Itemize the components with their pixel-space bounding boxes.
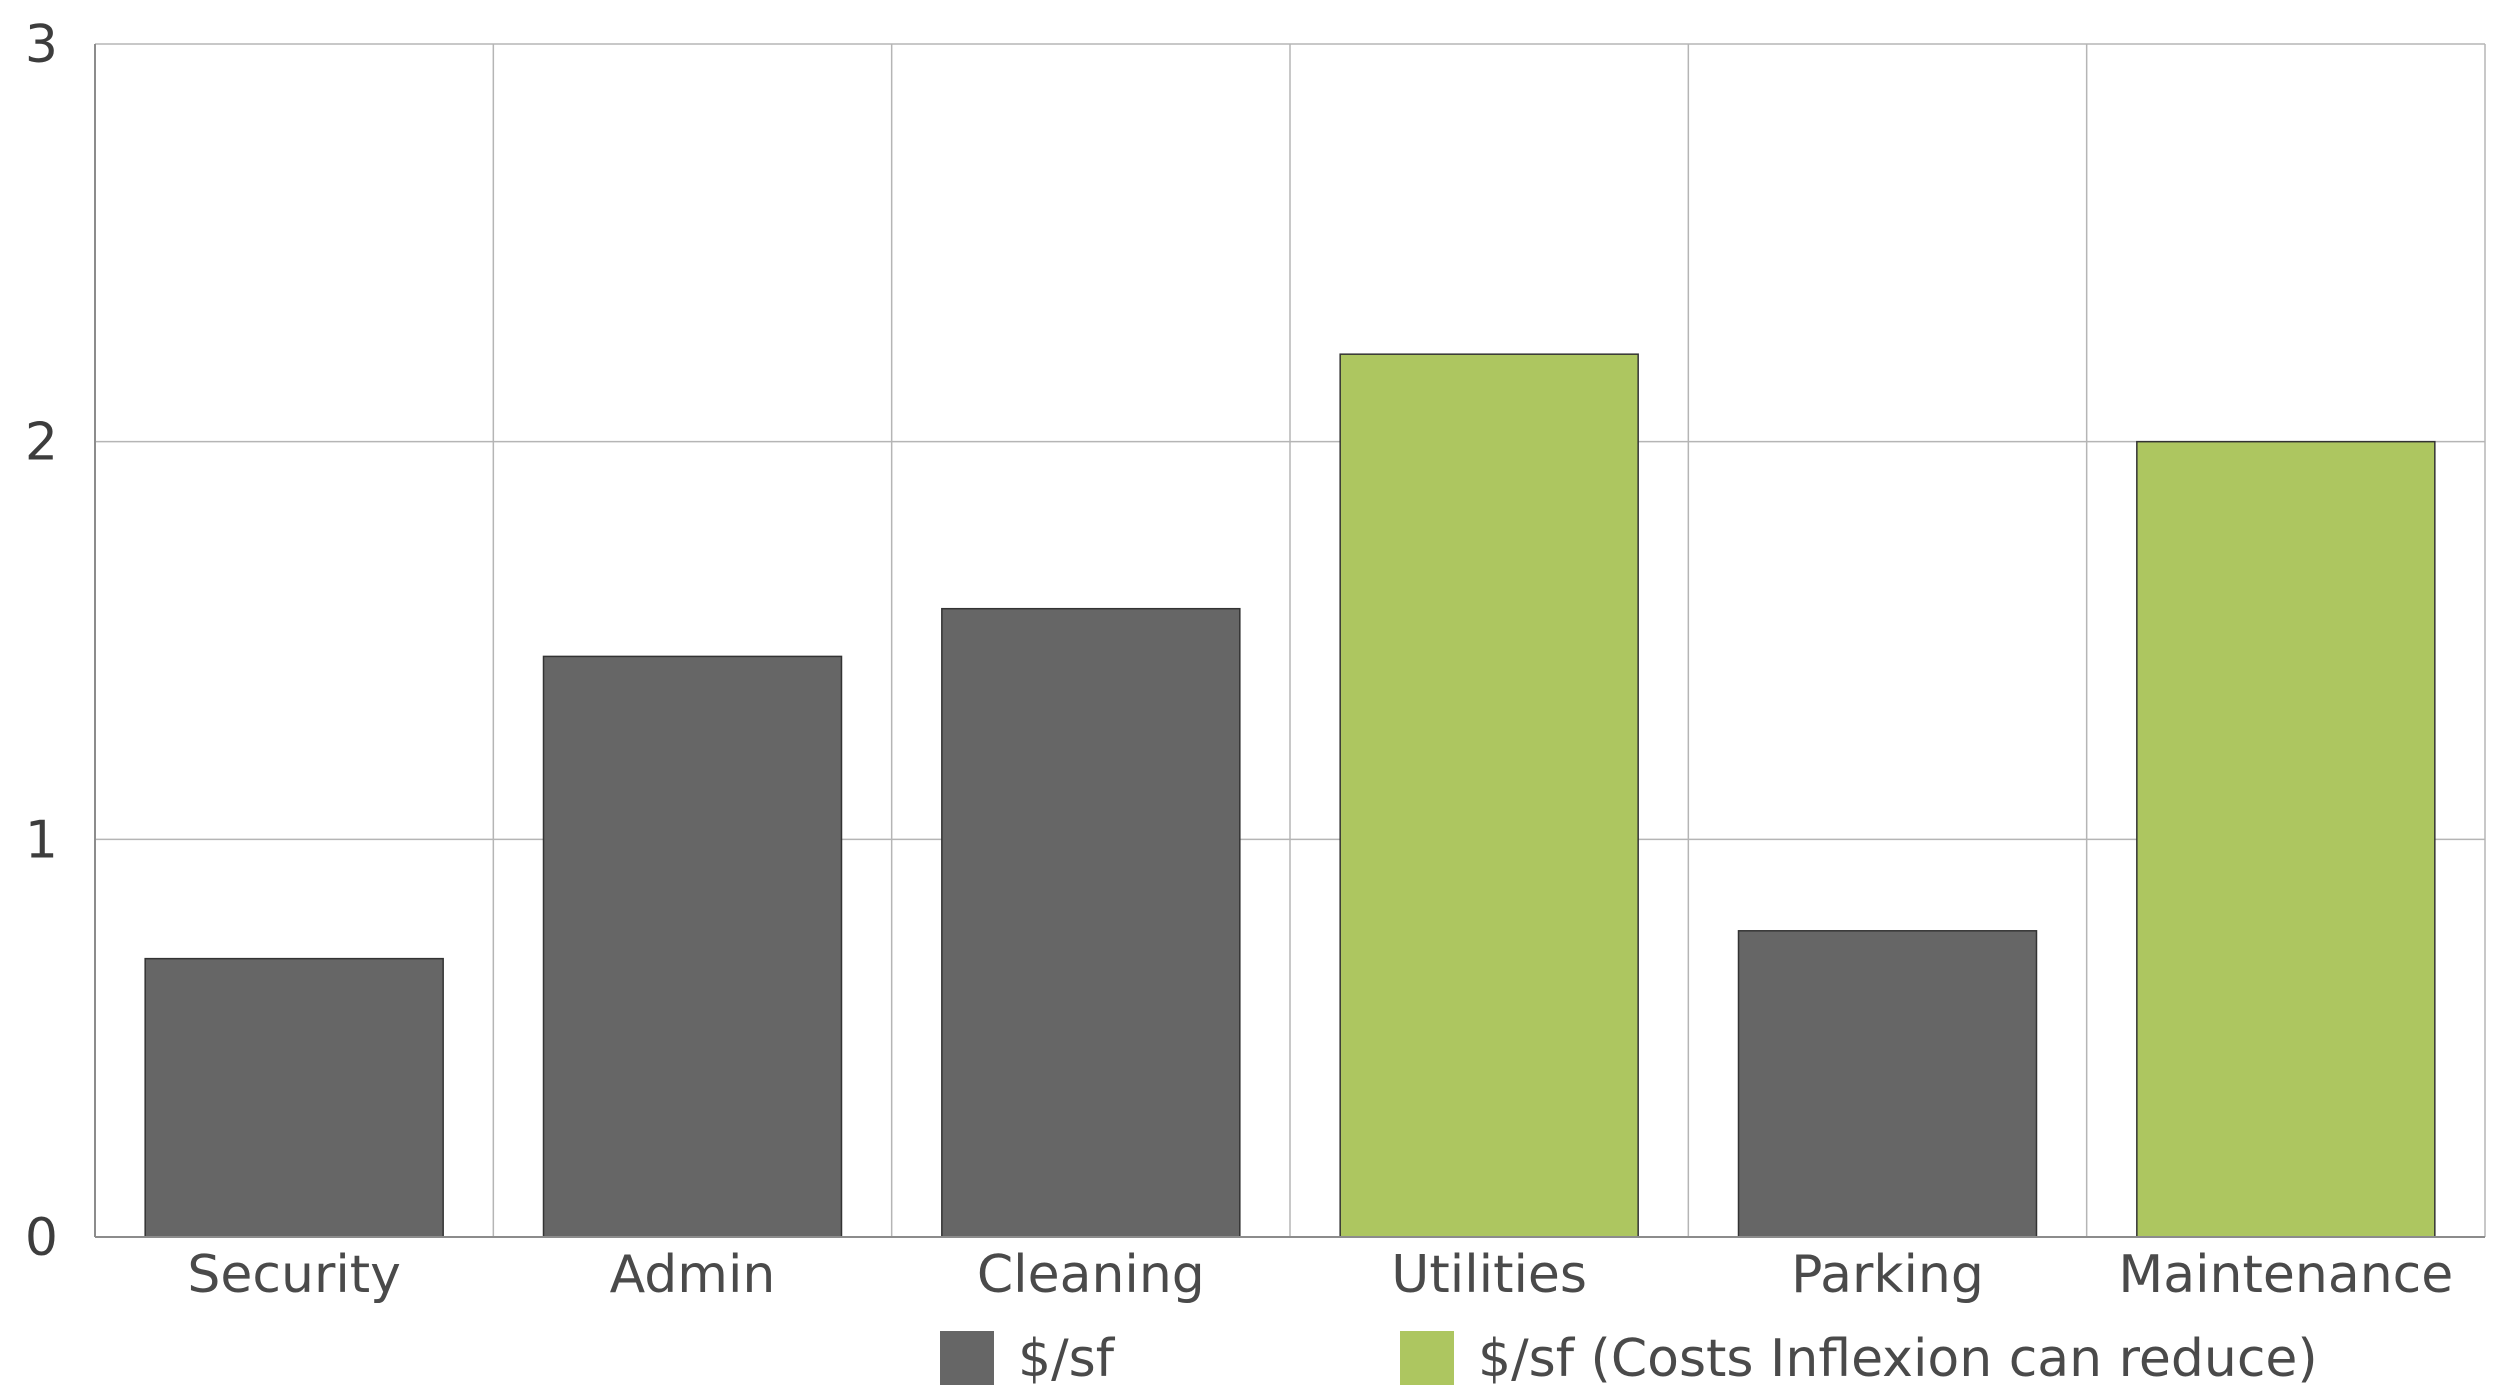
y-tick-label: 0	[25, 1208, 58, 1268]
x-category-label: Security	[187, 1245, 401, 1305]
legend: $/sf $/sf (Costs Inflexion can reduce)	[940, 1329, 2318, 1389]
gridlines	[94, 43, 2486, 1238]
x-axis-labels: Security Admin Cleaning Utilities Parking Mai…	[187, 1245, 2453, 1305]
bar-security	[144, 957, 444, 1238]
legend-label: $/sf	[1018, 1329, 1116, 1389]
x-category-label: Maintenance	[2118, 1245, 2453, 1305]
bar-admin	[542, 655, 843, 1238]
bar-cleaning	[941, 607, 1241, 1238]
bar-maintenance	[2136, 440, 2436, 1238]
y-tick-label: 1	[25, 810, 58, 870]
legend-swatch	[1400, 1331, 1454, 1385]
legend-swatch	[940, 1331, 994, 1385]
x-category-label: Cleaning	[977, 1245, 1205, 1305]
axes	[94, 44, 2485, 1238]
x-category-label: Utilities	[1391, 1245, 1587, 1305]
y-tick-label: 3	[25, 15, 58, 75]
legend-label: $/sf (Costs Inflexion can reduce)	[1478, 1329, 2318, 1389]
y-tick-label: 2	[25, 413, 58, 473]
x-category-label: Parking	[1791, 1245, 1984, 1305]
x-category-label: Admin	[610, 1245, 776, 1305]
bar-utilities	[1339, 353, 1639, 1238]
y-axis-ticks: 0 1 2 3	[25, 15, 58, 1268]
bar-parking	[1737, 930, 2038, 1238]
bars	[144, 353, 2436, 1238]
